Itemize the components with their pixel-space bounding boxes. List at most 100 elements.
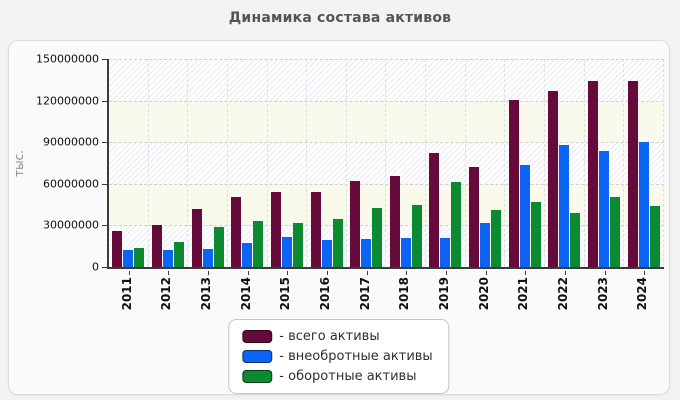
- bar-current-assets: [332, 218, 343, 267]
- bar-noncurrent-assets: [519, 165, 530, 267]
- bar-groups: [109, 59, 664, 267]
- legend-label: - всего активы: [279, 329, 380, 344]
- bar-total-assets: [548, 91, 559, 267]
- bar-current-assets: [213, 227, 224, 267]
- bar-noncurrent-assets: [281, 236, 292, 267]
- y-axis-labels: 0 30000000 60000000 90000000 120000000 150000…: [9, 53, 99, 274]
- bar-total-assets: [231, 196, 242, 267]
- y-tick-label: 60000000: [43, 177, 99, 191]
- bar-noncurrent-assets: [638, 142, 649, 267]
- bar-group-2013: [188, 59, 228, 267]
- x-tick-label-2018: 2018: [397, 277, 412, 311]
- bar-group-2015: [268, 59, 308, 267]
- y-tick-label: 90000000: [43, 135, 99, 149]
- x-tick-label-2023: 2023: [595, 277, 610, 311]
- bar-total-assets: [270, 192, 281, 267]
- bar-group-2011: [109, 59, 149, 267]
- y-tickmark: [102, 142, 107, 144]
- bar-noncurrent-assets: [202, 248, 213, 267]
- chart-panel: тыс. 0 30000000 60000000 90000000 120000000 1…: [8, 40, 670, 395]
- x-tickmark: [287, 271, 289, 275]
- x-tickmark: [247, 271, 249, 275]
- bar-total-assets: [350, 180, 361, 267]
- x-tickmark: [366, 271, 368, 275]
- bar-group-2020: [466, 59, 506, 267]
- x-tick-label-2012: 2012: [159, 277, 174, 311]
- plot-area: [102, 59, 664, 275]
- bar-noncurrent-assets: [400, 238, 411, 267]
- y-tickmark: [102, 225, 107, 227]
- bar-current-assets: [530, 201, 541, 267]
- bar-current-assets: [292, 222, 303, 267]
- legend-swatch-total-assets: [242, 330, 273, 343]
- legend-swatch-noncurrent-assets: [242, 350, 273, 363]
- legend-item-total-assets: - всего активы: [242, 329, 432, 344]
- x-tick-label-2022: 2022: [555, 277, 570, 311]
- bar-total-assets: [112, 230, 123, 267]
- y-tickmark: [102, 183, 107, 185]
- y-tick-label: 150000000: [36, 52, 99, 66]
- x-tick-label-2013: 2013: [199, 277, 214, 311]
- legend-label: - внеобротные активы: [279, 349, 433, 364]
- bar-group-2019: [426, 59, 466, 267]
- x-tick-label-2014: 2014: [238, 277, 253, 311]
- x-axis-labels: 2011 2012 2013 2014 2015 2016 2017 2018 2019 2020…: [107, 275, 662, 317]
- x-tick-label-2021: 2021: [516, 277, 531, 311]
- bar-current-assets: [173, 242, 184, 267]
- y-tickmark: [102, 100, 107, 102]
- legend-item-noncurrent-assets: - внеобротные активы: [242, 349, 433, 364]
- bar-noncurrent-assets: [599, 150, 609, 267]
- x-tick-label-2019: 2019: [436, 277, 451, 311]
- plot-band: [109, 142, 664, 184]
- bar-group-2012: [149, 59, 189, 267]
- bar-total-assets: [588, 80, 598, 267]
- x-tick-label-2017: 2017: [357, 277, 372, 311]
- bar-current-assets: [411, 204, 422, 267]
- bar-group-2021: [505, 59, 546, 267]
- bar-noncurrent-assets: [440, 238, 451, 267]
- gridline: [109, 183, 664, 185]
- legend-swatch-current-assets: [242, 370, 273, 383]
- y-tick-label: 30000000: [43, 218, 99, 232]
- gridline: [109, 225, 664, 227]
- x-tickmark: [208, 271, 210, 275]
- gridline: [109, 142, 664, 144]
- x-tick-label-2024: 2024: [635, 277, 650, 311]
- x-tickmark: [406, 271, 408, 275]
- x-tick-label-2011: 2011: [119, 277, 134, 311]
- legend-label: - оборотные активы: [279, 369, 417, 384]
- bar-current-assets: [610, 197, 620, 267]
- x-tickmark: [644, 271, 646, 275]
- gridline: [109, 100, 664, 102]
- x-tick-label-2020: 2020: [476, 277, 491, 311]
- x-tickmark: [564, 271, 566, 275]
- x-tickmark: [525, 271, 527, 275]
- x-tick-label-2015: 2015: [278, 277, 293, 311]
- y-tickmark: [102, 59, 107, 60]
- bar-group-2023: [585, 59, 625, 267]
- x-tickmark: [604, 271, 606, 275]
- bar-current-assets: [451, 182, 462, 267]
- bar-current-assets: [570, 213, 581, 267]
- bar-total-assets: [627, 81, 638, 267]
- bar-current-assets: [491, 210, 502, 267]
- x-tickmark: [485, 271, 487, 275]
- bar-current-assets: [253, 221, 264, 267]
- bar-noncurrent-assets: [361, 239, 372, 267]
- x-tickmark: [327, 271, 329, 275]
- bar-noncurrent-assets: [123, 249, 134, 267]
- bar-noncurrent-assets: [162, 250, 173, 267]
- y-tickmark: [102, 267, 107, 268]
- bar-noncurrent-assets: [480, 223, 491, 267]
- bar-current-assets: [134, 248, 145, 267]
- bar-noncurrent-assets: [559, 145, 570, 267]
- plot-band: [109, 59, 664, 101]
- bar-total-assets: [429, 153, 440, 267]
- legend: - всего активы - внеобротные активы - обор…: [228, 319, 450, 394]
- bar-total-assets: [310, 191, 321, 267]
- bar-total-assets: [389, 176, 400, 267]
- bar-group-2016: [307, 59, 347, 267]
- gridline: [109, 59, 664, 60]
- bar-group-2018: [386, 59, 427, 267]
